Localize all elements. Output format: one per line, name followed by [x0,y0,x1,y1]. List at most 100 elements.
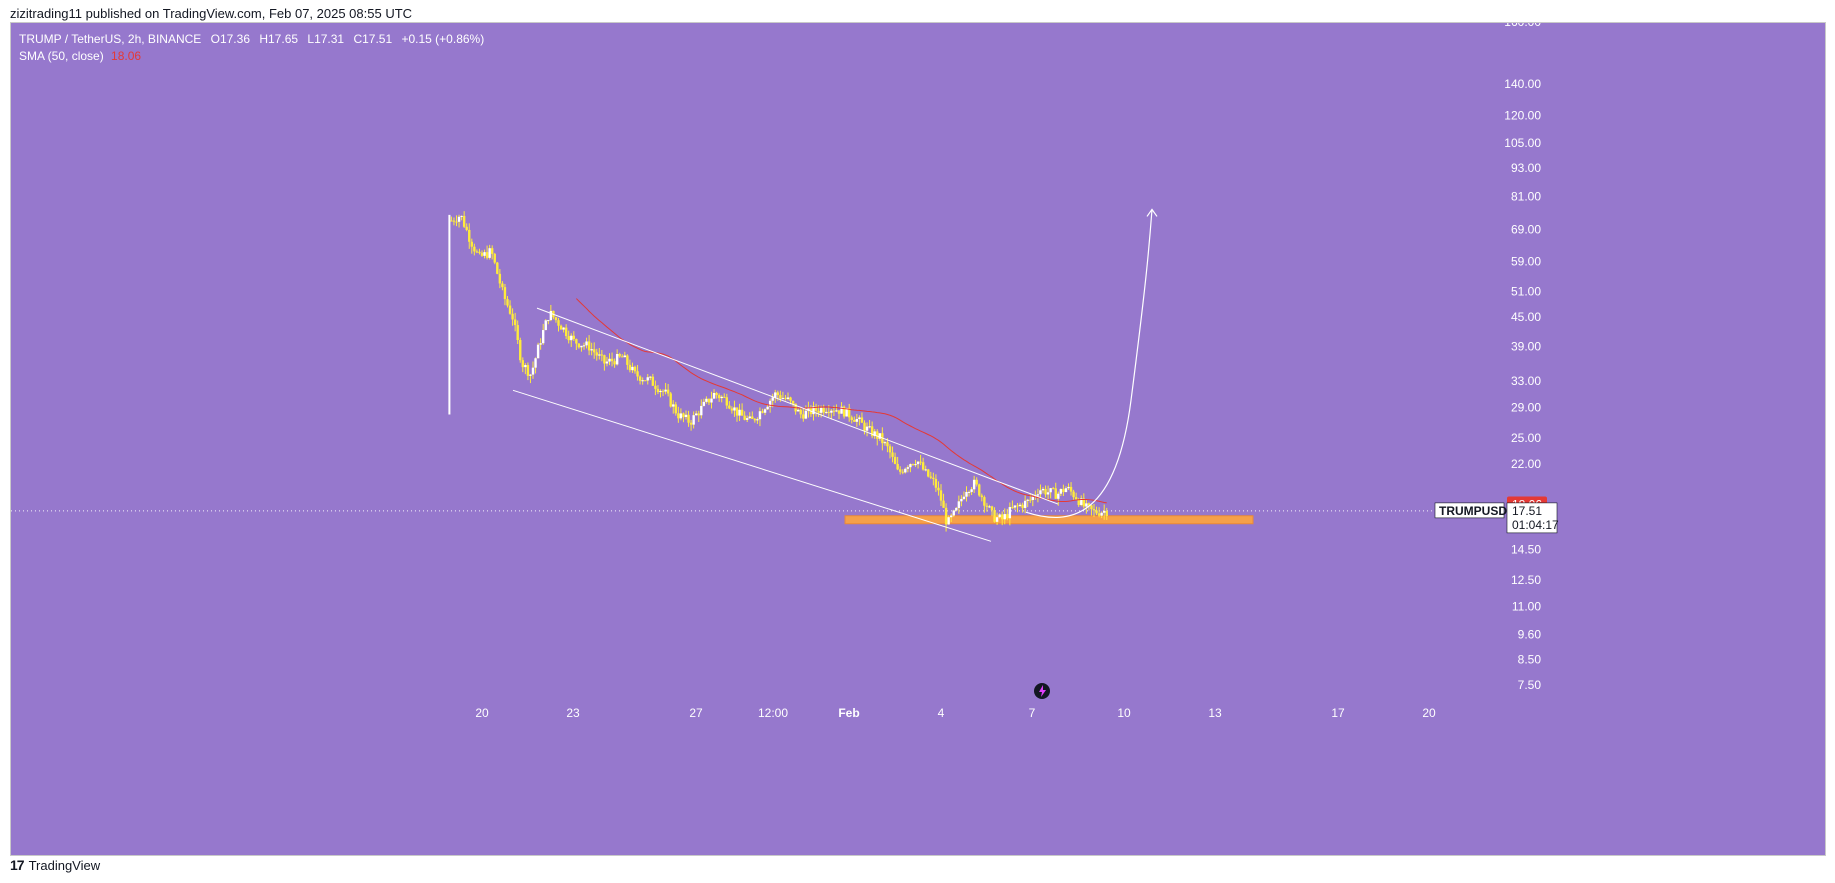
candle-body [837,410,841,414]
candle-body [488,248,491,258]
candle-body [911,464,915,466]
footer: 17 TradingView [10,857,100,873]
candle-body [909,464,912,468]
candle-body [605,361,609,364]
last-price-label: 17.51 [1512,504,1542,518]
price-tick-label: 105.00 [1504,136,1541,150]
candle-body [850,417,853,421]
open-value: O17.36 [210,32,250,46]
candle-body [730,408,734,411]
time-tick-label: 23 [566,706,580,720]
price-tick-label: 51.00 [1511,284,1541,298]
time-tick-label: 20 [1422,706,1436,720]
candle-body [613,361,616,365]
candle-body [924,469,927,471]
candle-body [618,354,621,357]
candle-body [1001,514,1004,520]
candle-body [916,461,920,465]
candle-body [812,406,815,415]
price-tick-label: 45.00 [1511,310,1541,324]
candle-body [633,366,637,372]
candle-body [562,327,565,330]
candle-body [858,417,861,419]
candle-body [807,407,810,411]
candle-body [774,392,777,398]
candle-body [534,358,537,368]
candle-body [723,396,726,398]
candle-body [970,489,973,492]
candle-body [710,398,713,403]
candle-body [781,397,785,399]
candle-body [960,498,963,502]
candle-body [1021,504,1024,508]
candle-body [830,410,833,413]
candle-body [914,464,917,466]
candle-body [817,410,820,413]
chart-area[interactable]: 160.00 140.00 120.00 105.00 93.00 81.00 69.00 5… [10,22,1826,856]
candle-body [654,385,657,389]
candle-body [1097,513,1101,516]
candle-body [896,463,899,470]
candle-body [559,325,563,330]
candle-body [564,327,568,337]
time-tick-label: 10 [1117,706,1131,720]
candle-body [797,409,800,412]
candle-body [825,411,828,413]
candle-body [853,420,856,422]
candle-body [819,407,823,413]
candle-body [855,418,859,422]
ticker-tag-label: TRUMPUSDT [1439,504,1515,518]
price-tick-label: 93.00 [1511,161,1541,175]
candle-body [1049,488,1052,493]
last-price-tag [1506,502,1558,534]
candle-body [904,468,907,473]
candle-body [1041,488,1045,491]
candle-body [1057,493,1060,499]
candle-body [985,505,989,507]
candle-body [664,389,667,392]
candle-body [529,374,532,376]
candle-body [646,377,649,381]
candle-body [1087,503,1091,506]
candle-body [547,320,550,322]
candle-body [631,366,634,371]
publisher-line: zizitrading11 published on TradingView.c… [10,6,413,21]
candle-body [644,380,647,382]
close-value: C17.51 [353,32,393,46]
candle-body [761,411,764,413]
candle-body [967,491,971,493]
candle-body [582,345,586,347]
candle-body [593,349,596,353]
sma-value: 18.06 [111,49,142,63]
candle-body [580,345,583,348]
candle-body [460,215,463,217]
candle-body [702,401,706,406]
candle-body [674,404,677,414]
price-tick-label: 140.00 [1504,77,1541,91]
candle-body [883,442,887,444]
candle-body [1036,494,1040,496]
candle-body [567,336,570,341]
time-tick-label: 7 [1029,706,1036,720]
candle-body [901,471,904,473]
price-chart[interactable]: 160.00 140.00 120.00 105.00 93.00 81.00 69.00 5… [11,23,1826,856]
candle-body [511,313,514,320]
candle-body [677,413,680,419]
candle-body [929,476,932,478]
candle-body [468,229,471,242]
candle-body [735,407,739,416]
candle-body [626,355,629,365]
candle-body [733,407,736,411]
candle-body [1052,488,1055,490]
candle-body [873,431,876,437]
candle-body [957,501,961,508]
candle-body [577,343,581,348]
candle-body [651,376,655,386]
candle-body [1095,510,1098,514]
candle-body [498,273,502,284]
candle-body [519,339,522,361]
candle-body [756,419,759,421]
candle-body [1031,496,1034,500]
candle-body [799,409,802,415]
candle-body [988,506,991,508]
